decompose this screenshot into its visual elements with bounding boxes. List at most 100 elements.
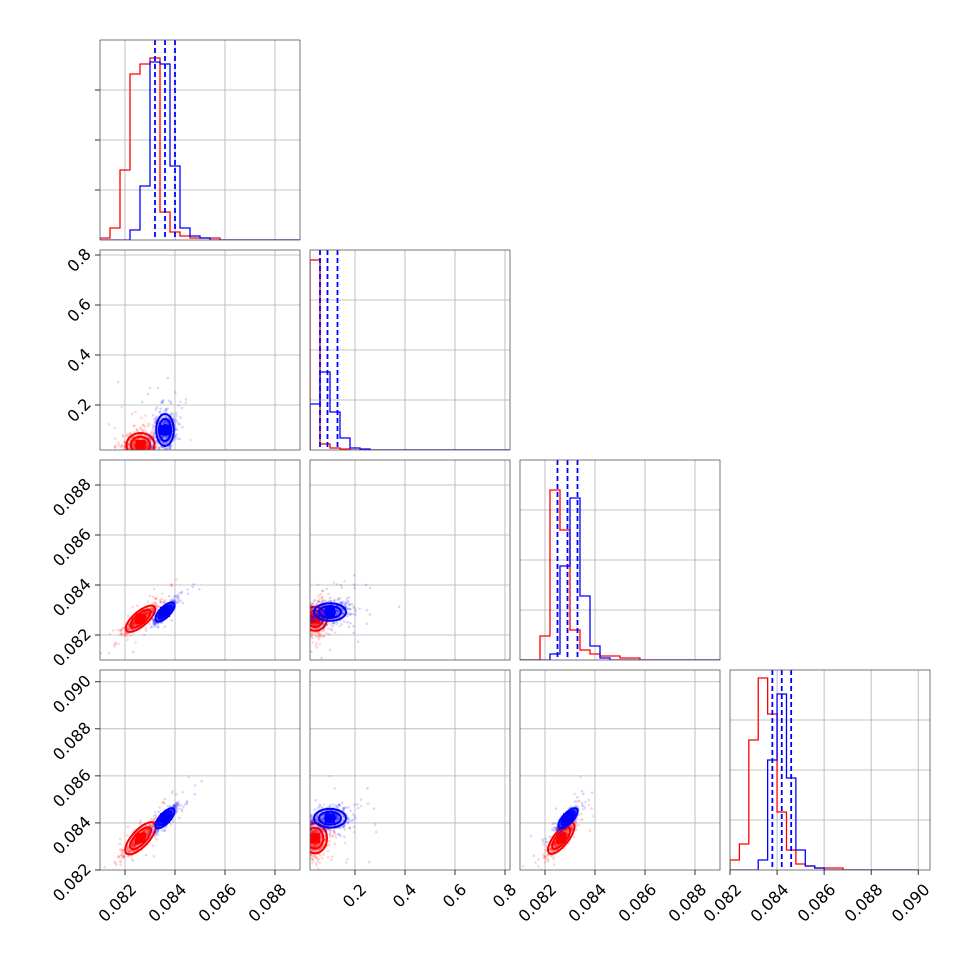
sample-point-blue (162, 398, 165, 402)
sample-point-red (570, 826, 574, 830)
sample-point-blue (181, 425, 184, 429)
sample-point-red (564, 829, 568, 833)
sample-point-blue (315, 815, 318, 818)
sample-point-blue (348, 607, 352, 611)
sample-point-blue (352, 574, 356, 577)
sample-point-red (121, 434, 124, 437)
sample-point-red (129, 634, 132, 637)
sample-point-red (103, 865, 107, 869)
sample-point-red (159, 600, 162, 604)
sample-point-red (544, 854, 547, 858)
sample-point-red (554, 842, 557, 846)
sample-point-red (159, 601, 162, 604)
sample-point-blue (312, 624, 316, 628)
sample-point-red (170, 791, 174, 795)
sample-point-red (314, 855, 318, 859)
sample-point-blue (152, 621, 156, 625)
x-tick-label: 0.2 (339, 880, 370, 911)
sample-point-blue (163, 441, 166, 444)
sample-point-blue (544, 837, 548, 841)
scatter-panel-4-2 (310, 774, 378, 870)
sample-point-blue (354, 610, 357, 613)
sample-point-blue (328, 805, 332, 809)
sample-point-red (133, 843, 137, 846)
sample-point-blue (347, 596, 350, 599)
sample-point-blue (348, 826, 351, 830)
sample-point-red (566, 828, 570, 831)
sample-point-blue (555, 828, 559, 832)
sample-point-blue (339, 601, 342, 604)
sample-point-blue (152, 438, 155, 442)
sample-point-blue (161, 829, 164, 832)
sample-point-red (317, 634, 321, 638)
sample-point-red (133, 845, 137, 848)
sample-point-red (151, 610, 154, 613)
sample-point-red (327, 592, 330, 596)
sample-point-blue (335, 805, 339, 808)
sample-point-red (139, 819, 142, 822)
sample-point-red (145, 444, 148, 448)
sample-point-red (143, 611, 147, 614)
sample-point-red (125, 632, 129, 635)
sample-point-red (146, 830, 150, 834)
sample-point-blue (310, 828, 313, 831)
sample-point-blue (345, 600, 348, 603)
sample-point-blue (175, 804, 178, 807)
sample-point-red (111, 629, 115, 632)
sample-point-red (312, 829, 315, 833)
sample-point-red (359, 804, 363, 808)
sample-point-red (111, 873, 114, 876)
sample-point-blue (359, 798, 363, 801)
sample-point-blue (171, 819, 175, 823)
sample-point-red (123, 632, 127, 635)
sample-point-blue (311, 620, 315, 623)
sample-point-red (133, 622, 136, 626)
sample-point-red (126, 846, 129, 850)
sample-point-red (132, 624, 135, 627)
sample-point-red (315, 646, 319, 649)
sample-point-blue (352, 612, 355, 616)
scatter-panel-4-1 (103, 775, 203, 876)
y-tick-label: 0.4 (63, 344, 94, 375)
sample-point-blue (200, 779, 203, 783)
sample-point-red (152, 608, 155, 611)
sample-point-red (316, 849, 320, 852)
sample-point-blue (321, 609, 325, 613)
sample-point-blue (152, 622, 155, 625)
histogram-blue-3 (520, 497, 720, 660)
sample-point-blue (156, 828, 160, 832)
sample-point-blue (339, 583, 343, 587)
sample-point-blue (339, 826, 342, 830)
sample-point-red (311, 830, 314, 833)
sample-point-blue (318, 803, 322, 807)
sample-point-blue (176, 804, 180, 808)
sample-point-blue (335, 610, 339, 614)
sample-point-red (554, 827, 558, 830)
sample-point-blue (168, 444, 172, 448)
sample-point-red (154, 597, 158, 601)
sample-point-blue (151, 617, 154, 620)
sample-point-red (310, 853, 313, 857)
sample-point-blue (153, 620, 156, 624)
sample-point-red (554, 842, 557, 846)
sample-point-blue (172, 418, 176, 421)
sample-point-blue (336, 609, 339, 613)
sample-point-red (150, 606, 153, 610)
sample-point-blue (170, 599, 173, 602)
sample-point-blue (322, 613, 325, 617)
sample-point-red (187, 775, 191, 779)
sample-point-red (137, 437, 140, 441)
sample-point-red (314, 829, 318, 833)
y-tick-label: 0.088 (49, 474, 95, 520)
sample-point-red (147, 829, 151, 832)
sample-point-red (117, 855, 121, 858)
sample-point-red (113, 860, 116, 864)
sample-point-red (317, 599, 320, 603)
sample-point-red (316, 583, 320, 586)
sample-point-red (154, 445, 158, 448)
sample-point-red (151, 609, 155, 612)
sample-point-red (127, 444, 131, 447)
sample-point-blue (153, 830, 157, 834)
sample-point-blue (312, 822, 315, 826)
sample-point-blue (342, 825, 346, 828)
